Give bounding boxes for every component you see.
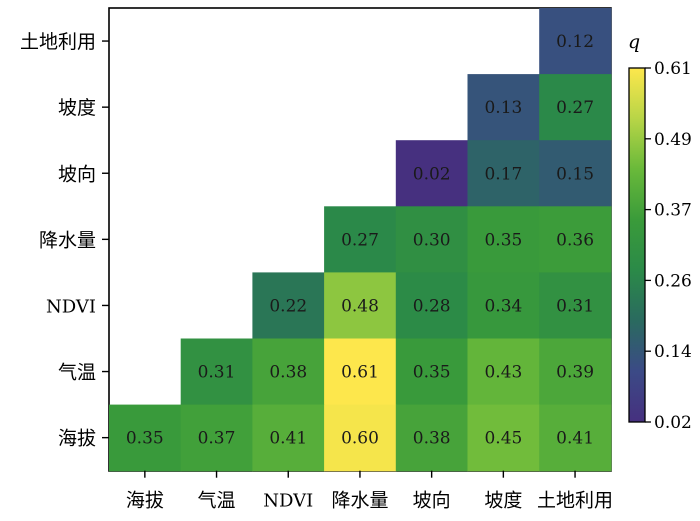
heatmap-cell	[395, 140, 469, 207]
heatmap-cell	[467, 338, 540, 406]
cell-value-label: 0.02	[413, 164, 451, 184]
colorbar-tick-label: 0.02	[654, 413, 692, 433]
heatmap-cell	[252, 404, 325, 472]
heatmap-cell	[180, 404, 253, 472]
x-tick-label: 坡度	[484, 490, 522, 512]
colorbar-label: q	[628, 31, 640, 53]
x-tick-label: 海拔	[126, 490, 164, 512]
cell-value-label: 0.41	[269, 429, 307, 449]
heatmap-cell	[180, 338, 253, 406]
cell-value-label: 0.48	[341, 296, 379, 316]
y-tick-label: 海拔	[58, 428, 96, 450]
colorbar-tick-label: 0.14	[654, 342, 692, 362]
cell-value-label: 0.43	[484, 363, 522, 383]
cell-value-label: 0.60	[341, 429, 379, 449]
colorbar: q 0.61 0.49 0.37 0.26 0.14 0.02	[628, 31, 692, 433]
cell-value-label: 0.61	[341, 363, 379, 383]
cell-value-label: 0.22	[269, 296, 307, 316]
cell-value-label: 0.41	[556, 429, 594, 449]
heatmap-cell	[324, 272, 397, 340]
heatmap-cell	[539, 140, 612, 207]
cell-value-label: 0.35	[484, 230, 522, 250]
cell-value-label: 0.35	[126, 429, 164, 449]
heatmap-cell	[467, 206, 540, 273]
heatmap-cell	[467, 272, 540, 340]
cell-value-label: 0.45	[484, 429, 522, 449]
colorbar-tick-label: 0.37	[654, 201, 692, 221]
heatmap-cell	[539, 272, 612, 340]
heatmap-cell	[252, 338, 325, 406]
y-tick-label: 坡向	[58, 163, 96, 185]
heatmap-cell	[467, 140, 540, 207]
cell-value-label: 0.27	[556, 98, 594, 118]
cell-value-label: 0.28	[413, 296, 451, 316]
cell-value-label: 0.30	[413, 230, 451, 250]
cell-value-label: 0.38	[269, 363, 307, 383]
heatmap-cell	[252, 272, 325, 340]
cell-value-label: 0.31	[556, 296, 594, 316]
cell-value-label: 0.15	[556, 164, 594, 184]
x-tick-label: 土地利用	[537, 490, 613, 512]
y-tick-label: 坡度	[58, 97, 96, 119]
cell-value-label: 0.12	[556, 32, 594, 52]
heatmap-cell	[539, 8, 612, 75]
heatmap-cell	[395, 206, 469, 273]
heatmap-cell	[109, 404, 182, 472]
x-tick-label: NDVI	[263, 491, 313, 512]
heatmap-cell	[324, 338, 397, 406]
cell-value-label: 0.31	[198, 363, 236, 383]
x-tick-label: 降水量	[331, 490, 388, 512]
cell-value-label: 0.37	[198, 429, 236, 449]
heatmap-cell	[539, 206, 612, 273]
heatmap-cell	[467, 74, 540, 141]
colorbar-gradient	[628, 67, 646, 423]
colorbar-tick-label: 0.49	[654, 130, 692, 150]
y-tick-label: 土地利用	[20, 31, 96, 53]
cell-value-label: 0.13	[484, 98, 522, 118]
cell-value-label: 0.36	[556, 230, 594, 250]
heatmap-cell	[467, 404, 540, 472]
cell-value-label: 0.34	[484, 296, 522, 316]
heatmap-cell	[539, 74, 612, 141]
heatmap-cells: 0.12 0.13 0.27 0.02 0.17 0.15 0.27 0.30 0.35 0.36…	[109, 8, 612, 472]
cell-value-label: 0.35	[413, 363, 451, 383]
heatmap-cell	[395, 338, 469, 406]
y-tick-label: NDVI	[46, 296, 96, 317]
colorbar-tick-label: 0.26	[654, 271, 692, 291]
cell-value-label: 0.38	[413, 429, 451, 449]
x-axis-labels: 海拔 气温 NDVI 降水量 坡向 坡度 土地利用	[126, 470, 613, 512]
heatmap-cell	[539, 338, 612, 406]
heatmap-cell	[324, 404, 397, 472]
heatmap-cell	[395, 272, 469, 340]
heatmap-cell	[324, 206, 397, 273]
cell-value-label: 0.27	[341, 230, 379, 250]
heatmap-cell	[395, 404, 469, 472]
y-tick-label: 气温	[58, 362, 96, 384]
x-tick-label: 气温	[198, 490, 236, 512]
cell-value-label: 0.17	[484, 164, 522, 184]
heatmap-cell	[539, 404, 612, 472]
cell-value-label: 0.39	[556, 363, 594, 383]
colorbar-ticks: 0.61 0.49 0.37 0.26 0.14 0.02	[645, 59, 692, 433]
y-tick-label: 降水量	[39, 229, 96, 251]
colorbar-tick-label: 0.61	[654, 59, 692, 79]
x-tick-label: 坡向	[413, 490, 451, 512]
